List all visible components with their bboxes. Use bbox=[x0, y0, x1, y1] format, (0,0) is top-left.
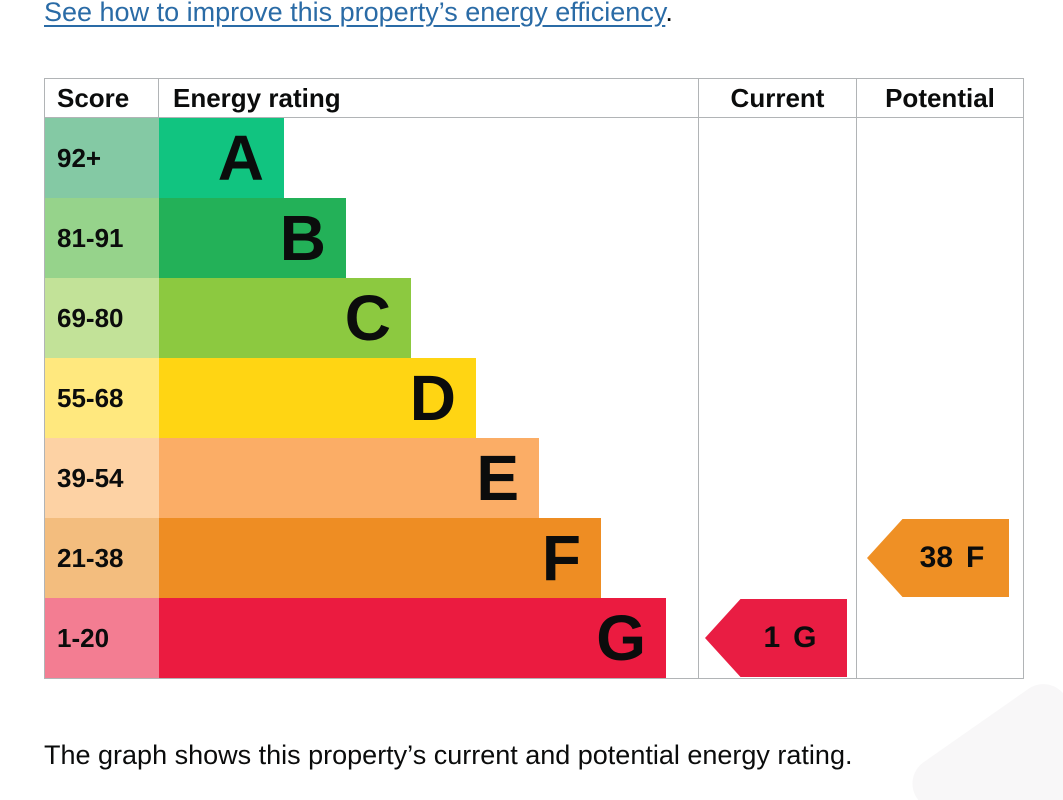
rating-bar-cell-b: B bbox=[159, 198, 698, 278]
column-header-current: Current bbox=[698, 79, 856, 118]
rating-bar-cell-f: F bbox=[159, 518, 698, 598]
rating-bar-g: G bbox=[159, 598, 666, 678]
current-cell-c bbox=[698, 278, 856, 358]
potential-cell-d bbox=[856, 358, 1023, 438]
score-range-b: 81-91 bbox=[45, 198, 159, 278]
current-cell-b bbox=[698, 198, 856, 278]
rating-bar-cell-a: A bbox=[159, 118, 698, 198]
score-range-c: 69-80 bbox=[45, 278, 159, 358]
score-range-a: 92+ bbox=[45, 118, 159, 198]
rating-bar-cell-c: C bbox=[159, 278, 698, 358]
current-cell-e bbox=[698, 438, 856, 518]
score-range-e: 39-54 bbox=[45, 438, 159, 518]
potential-cell-b bbox=[856, 198, 1023, 278]
potential-cell-c bbox=[856, 278, 1023, 358]
potential-cell-e bbox=[856, 438, 1023, 518]
current-cell-f bbox=[698, 518, 856, 598]
rating-bar-cell-d: D bbox=[159, 358, 698, 438]
epc-table: Score Energy rating Current Potential 92… bbox=[44, 78, 1024, 679]
column-header-potential: Potential bbox=[856, 79, 1023, 118]
potential-cell-g bbox=[856, 598, 1023, 678]
rating-bar-cell-g: G bbox=[159, 598, 698, 678]
current-rating-arrow-letter: G bbox=[793, 621, 817, 654]
link-suffix: . bbox=[665, 0, 673, 27]
chart-caption: The graph shows this property’s current … bbox=[44, 740, 853, 770]
improve-efficiency-link[interactable]: See how to improve this property’s energ… bbox=[44, 0, 666, 27]
current-rating-arrow-value: 1 bbox=[763, 621, 781, 654]
rating-bar-c: C bbox=[159, 278, 411, 358]
rating-bar-d: D bbox=[159, 358, 476, 438]
rating-bar-f: F bbox=[159, 518, 601, 598]
potential-cell-f: 38 F bbox=[856, 518, 1023, 598]
potential-rating-arrow-value: 38 bbox=[919, 541, 954, 574]
score-range-d: 55-68 bbox=[45, 358, 159, 438]
rating-bar-a: A bbox=[159, 118, 284, 198]
potential-rating-arrow-letter: F bbox=[966, 541, 985, 574]
potential-rating-arrow: 38 F bbox=[867, 519, 1009, 597]
potential-cell-a bbox=[856, 118, 1023, 198]
corner-overlay-fragment bbox=[902, 673, 1063, 800]
score-range-g: 1-20 bbox=[45, 598, 159, 678]
current-cell-a bbox=[698, 118, 856, 198]
rating-bar-e: E bbox=[159, 438, 539, 518]
column-header-rating: Energy rating bbox=[159, 79, 698, 118]
rating-bar-b: B bbox=[159, 198, 346, 278]
current-cell-d bbox=[698, 358, 856, 438]
rating-bar-cell-e: E bbox=[159, 438, 698, 518]
improve-efficiency-line: See how to improve this property’s energ… bbox=[44, 0, 673, 29]
score-range-f: 21-38 bbox=[45, 518, 159, 598]
column-header-score: Score bbox=[45, 79, 159, 118]
